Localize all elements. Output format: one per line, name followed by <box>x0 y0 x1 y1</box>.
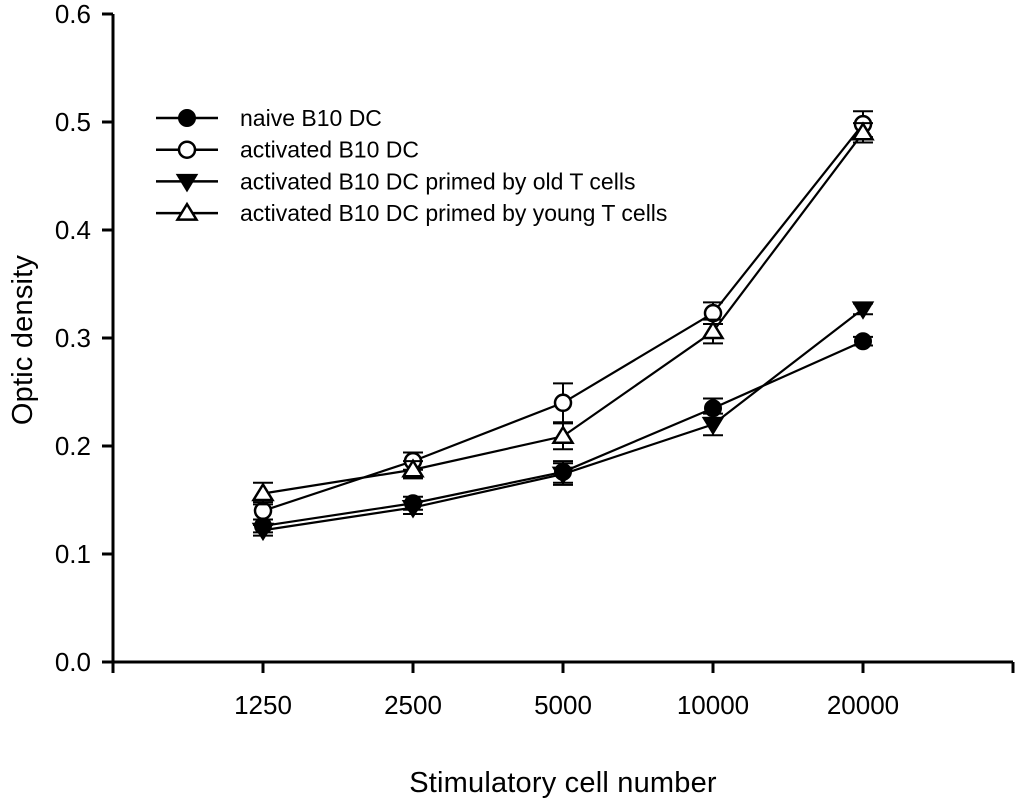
y-tick-label: 0.6 <box>55 0 91 29</box>
legend: naive B10 DC activated B10 DC activated B1… <box>156 105 667 226</box>
x-tick-label: 20000 <box>827 690 899 720</box>
data-point-marker <box>851 301 875 320</box>
data-point-marker <box>553 393 573 413</box>
legend-item: activated B10 DC <box>156 137 419 163</box>
legend-label: naive B10 DC <box>240 105 382 131</box>
series-4 <box>251 121 875 506</box>
legend-label: activated B10 DC <box>240 137 419 163</box>
axes: 0.0 0.1 0.2 0.3 0.4 0.5 0.6 1250 2500 5000 10000 20… <box>55 0 1015 720</box>
data-point-marker <box>177 140 197 159</box>
data-point-marker <box>178 109 196 127</box>
data-point-marker <box>851 121 875 141</box>
legend-item: naive B10 DC <box>156 105 382 131</box>
y-tick-label: 0.1 <box>55 539 91 569</box>
legend-item: activated B10 DC primed by young T cells <box>156 200 667 226</box>
data-point-marker <box>401 458 425 478</box>
legend-label: activated B10 DC primed by young T cells <box>240 200 667 226</box>
x-axis-title: Stimulatory cell number <box>409 767 717 799</box>
data-point-marker <box>251 522 275 542</box>
data-point-marker <box>401 500 425 519</box>
plot-area <box>251 110 875 542</box>
data-point-marker <box>175 173 199 193</box>
y-tick-label: 0.0 <box>55 647 91 677</box>
data-point-marker <box>175 201 199 221</box>
data-point-marker <box>251 482 275 502</box>
data-point-marker <box>551 424 575 445</box>
legend-item: activated B10 DC primed by old T cells <box>156 168 635 194</box>
x-tick-label: 10000 <box>677 690 749 720</box>
x-tick-label: 1250 <box>234 690 292 720</box>
y-tick-label: 0.2 <box>55 431 91 461</box>
data-point-marker <box>551 466 575 485</box>
x-tick-label: 2500 <box>384 690 442 720</box>
data-point-marker <box>854 332 872 351</box>
x-tick-label: 5000 <box>534 690 592 720</box>
series-3 <box>251 301 875 542</box>
data-point-marker <box>701 320 725 340</box>
legend-label: activated B10 DC primed by old T cells <box>240 168 635 194</box>
y-tick-label: 0.5 <box>55 107 91 137</box>
y-tick-label: 0.3 <box>55 323 91 353</box>
y-axis-title: Optic density <box>7 255 39 426</box>
data-point-marker <box>701 416 725 436</box>
y-tick-label: 0.4 <box>55 215 91 245</box>
